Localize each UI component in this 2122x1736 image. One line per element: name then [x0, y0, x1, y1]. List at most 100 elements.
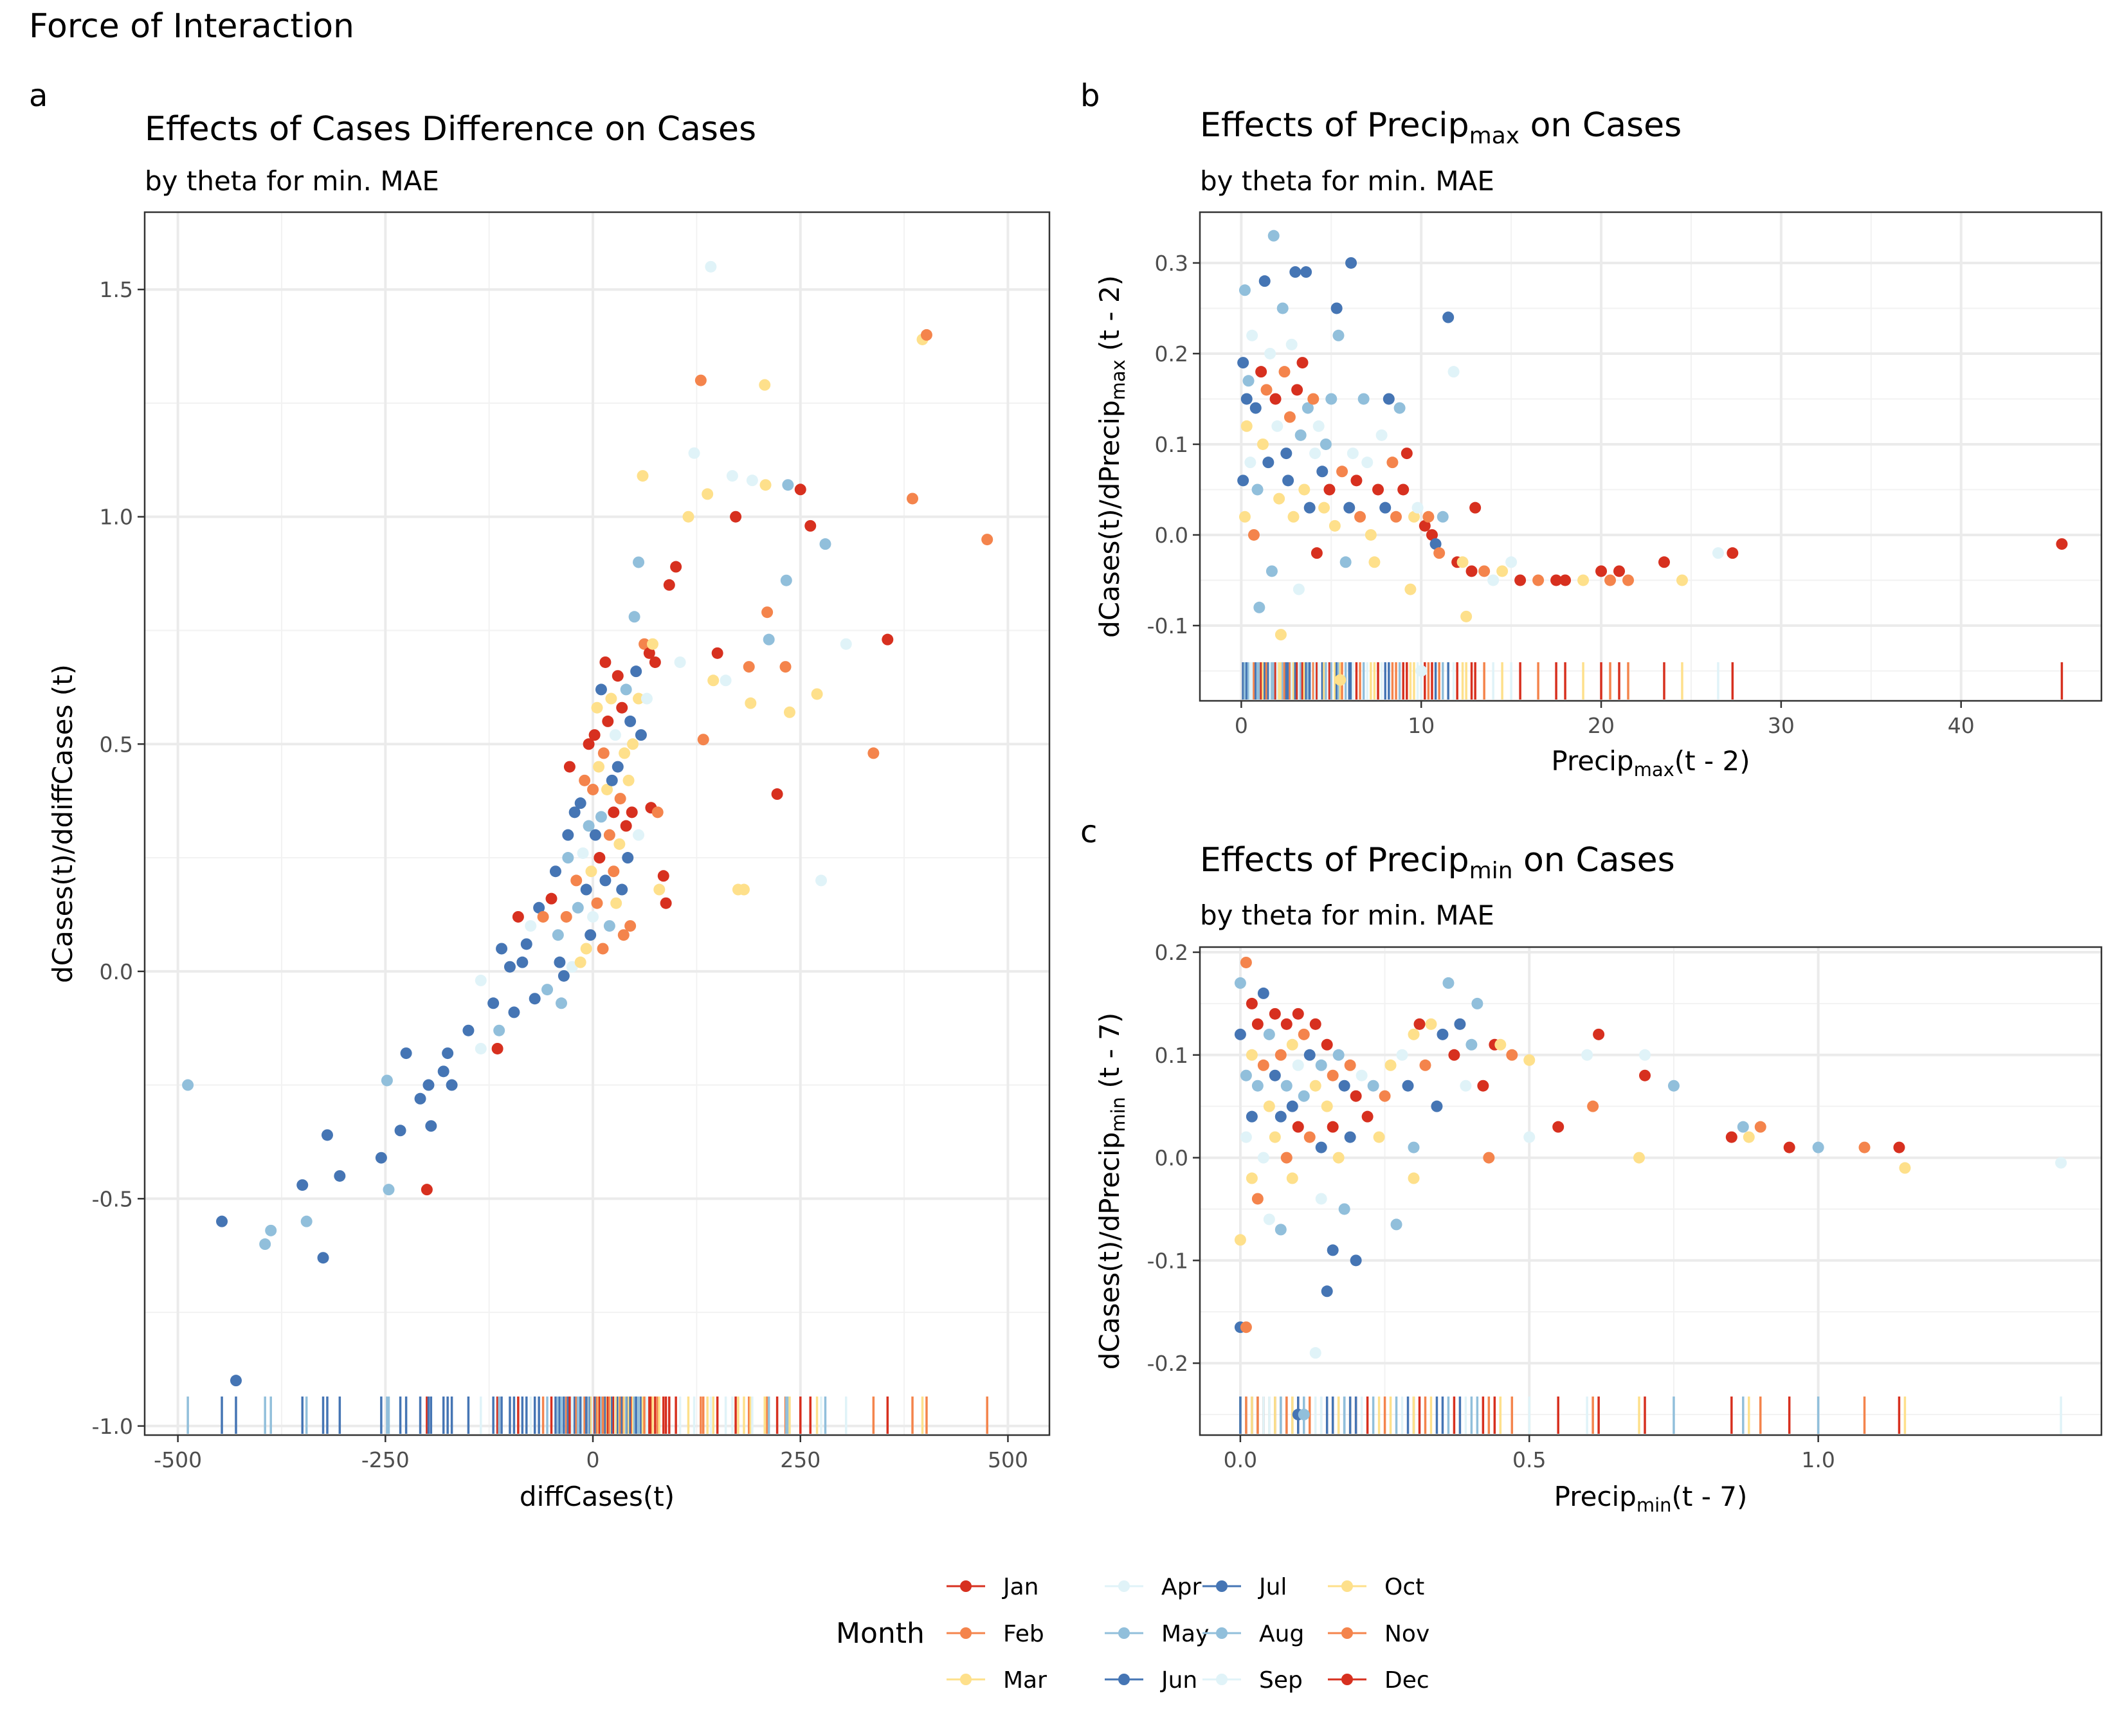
data-point — [1442, 311, 1455, 323]
x-axis-label-c-main: Precip — [1554, 1481, 1637, 1512]
data-point — [1300, 266, 1312, 278]
data-point — [613, 838, 626, 850]
data-point — [624, 920, 637, 932]
data-point — [1315, 1059, 1327, 1071]
data-point — [375, 1152, 387, 1164]
data-point — [1375, 429, 1388, 441]
data-point — [1368, 556, 1381, 568]
data-point — [811, 688, 823, 700]
data-point — [1258, 275, 1271, 287]
legend: Month Jan Feb Mar Apr May Jun Jul Aug Sep Oct Nov D… — [836, 1574, 1429, 1694]
data-point — [1292, 1059, 1304, 1071]
data-point — [1298, 1409, 1310, 1421]
data-point — [1725, 1131, 1737, 1143]
data-point — [493, 1024, 505, 1036]
legend-item-jul: Jul — [1202, 1574, 1287, 1600]
data-point — [1477, 1080, 1489, 1092]
data-point — [1251, 1080, 1264, 1092]
data-point — [1448, 1049, 1460, 1061]
data-point — [1593, 1028, 1605, 1040]
data-point — [702, 488, 714, 500]
data-point — [794, 484, 806, 496]
data-point — [1280, 1080, 1292, 1092]
data-point — [216, 1215, 228, 1227]
data-point — [1269, 1008, 1281, 1020]
data-point — [1401, 448, 1413, 460]
data-point — [589, 829, 601, 841]
data-point — [1292, 1121, 1304, 1133]
y-tick-label: -0.5 — [92, 1186, 133, 1211]
data-point — [591, 897, 603, 909]
data-point — [1426, 529, 1438, 541]
data-point — [608, 865, 620, 878]
data-point — [1727, 547, 1739, 559]
legend-label: Jul — [1258, 1574, 1287, 1600]
data-point — [585, 865, 597, 878]
y-tick-label: -0.2 — [1147, 1351, 1188, 1376]
data-point — [1413, 1018, 1426, 1030]
data-point — [1292, 1008, 1304, 1020]
data-point — [639, 638, 651, 650]
data-point — [1238, 511, 1251, 523]
data-point — [265, 1224, 277, 1236]
data-point — [1327, 1121, 1339, 1133]
panel-a: -500 -250 0 250 500 -1.0 -0.5 0.0 0.5 1.0 1.5 Effec… — [47, 110, 1051, 1512]
data-point — [1309, 1080, 1321, 1092]
data-point — [1506, 1049, 1518, 1061]
data-point — [688, 447, 700, 459]
data-point — [1390, 1218, 1402, 1231]
data-point — [619, 747, 631, 759]
data-point — [1639, 1069, 1651, 1081]
data-point — [1242, 375, 1255, 387]
data-point — [1321, 1285, 1333, 1297]
x-tick-label: -500 — [154, 1447, 202, 1472]
data-point — [1283, 411, 1296, 423]
x-axis-label-b: Precipmax(t - 2) — [1551, 745, 1750, 781]
legend-label: Sep — [1259, 1667, 1303, 1694]
data-point — [1658, 556, 1670, 568]
data-point — [759, 379, 771, 391]
panel-tag-b: b — [1080, 78, 1100, 114]
x-tick-label: 0.0 — [1224, 1447, 1257, 1472]
data-point — [1505, 556, 1518, 568]
data-point — [1465, 565, 1478, 577]
data-point — [626, 806, 638, 818]
data-point — [633, 692, 645, 705]
y-tick-label: 1.0 — [100, 505, 133, 530]
data-point — [2056, 538, 2068, 550]
data-point — [1338, 1203, 1350, 1215]
data-point — [738, 883, 750, 896]
data-point — [628, 611, 640, 623]
legend-key-dot — [1341, 1674, 1353, 1685]
data-point — [1419, 1059, 1431, 1071]
data-point — [588, 729, 601, 741]
data-point — [1587, 1100, 1599, 1112]
data-point — [1234, 977, 1246, 989]
legend-item-aug: Aug — [1202, 1621, 1304, 1647]
x-tick-label: 40 — [1948, 713, 1975, 738]
data-point — [599, 656, 612, 668]
data-point — [1303, 502, 1316, 514]
data-point — [1289, 266, 1301, 278]
data-point — [779, 661, 792, 673]
data-point — [633, 829, 645, 841]
data-point — [1442, 977, 1455, 989]
data-point — [554, 956, 566, 968]
data-point — [1237, 475, 1249, 487]
data-point — [421, 1184, 433, 1196]
data-point — [726, 470, 738, 482]
data-point — [1743, 1131, 1755, 1143]
data-point — [1431, 1100, 1443, 1112]
data-point — [1257, 1152, 1269, 1164]
data-point — [651, 806, 664, 818]
data-point — [1437, 1028, 1449, 1040]
y-tick-label: -1.0 — [92, 1414, 133, 1439]
data-point — [533, 901, 545, 914]
data-point — [674, 656, 686, 668]
data-point — [1246, 1049, 1258, 1061]
data-point — [2055, 1157, 2067, 1169]
data-point — [334, 1170, 346, 1182]
data-point — [1390, 511, 1402, 523]
data-point — [1514, 574, 1527, 586]
